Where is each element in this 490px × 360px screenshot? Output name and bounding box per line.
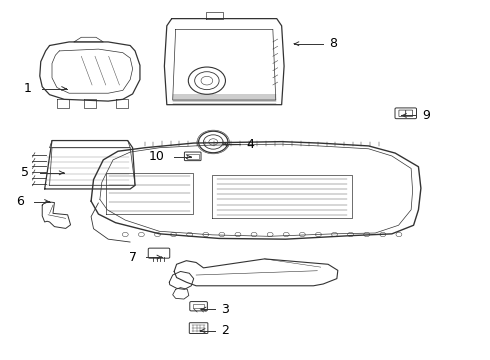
Text: 6: 6 xyxy=(16,195,24,208)
Text: 8: 8 xyxy=(329,37,337,50)
FancyBboxPatch shape xyxy=(395,108,416,119)
FancyBboxPatch shape xyxy=(193,304,204,309)
Text: 3: 3 xyxy=(221,303,229,316)
Text: 10: 10 xyxy=(149,150,165,163)
Text: 5: 5 xyxy=(21,166,29,179)
Text: 4: 4 xyxy=(246,138,254,150)
FancyBboxPatch shape xyxy=(190,302,207,311)
FancyBboxPatch shape xyxy=(187,154,198,159)
FancyBboxPatch shape xyxy=(189,323,208,333)
FancyBboxPatch shape xyxy=(148,248,170,258)
FancyBboxPatch shape xyxy=(406,110,413,117)
Text: 1: 1 xyxy=(24,82,31,95)
Text: 9: 9 xyxy=(422,109,430,122)
Text: 2: 2 xyxy=(221,324,229,337)
FancyBboxPatch shape xyxy=(399,110,406,117)
FancyBboxPatch shape xyxy=(184,152,201,161)
Text: 7: 7 xyxy=(128,251,137,264)
